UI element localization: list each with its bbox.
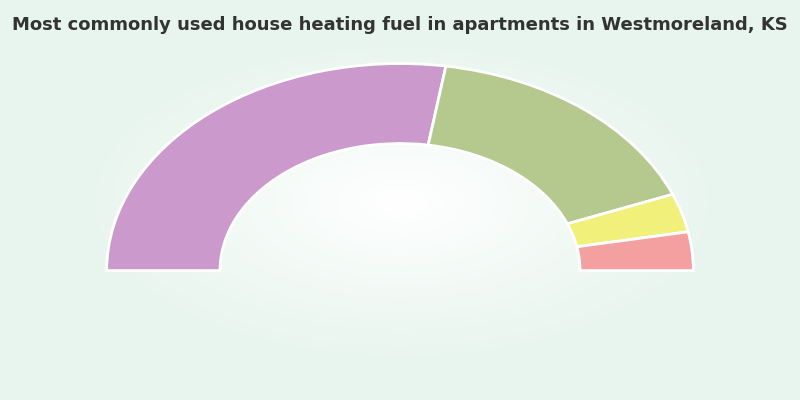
Wedge shape [428,66,673,224]
Wedge shape [106,64,446,270]
Text: Most commonly used house heating fuel in apartments in Westmoreland, KS: Most commonly used house heating fuel in… [12,16,788,34]
Wedge shape [567,194,688,247]
Wedge shape [577,232,694,270]
